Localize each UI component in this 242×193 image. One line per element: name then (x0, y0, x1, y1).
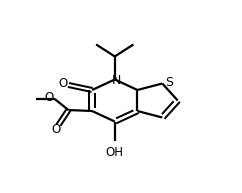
Text: OH: OH (106, 146, 124, 159)
Text: O: O (51, 123, 60, 136)
Text: O: O (45, 91, 54, 104)
Text: N: N (111, 74, 121, 87)
Text: O: O (58, 77, 68, 91)
Text: S: S (165, 76, 173, 89)
